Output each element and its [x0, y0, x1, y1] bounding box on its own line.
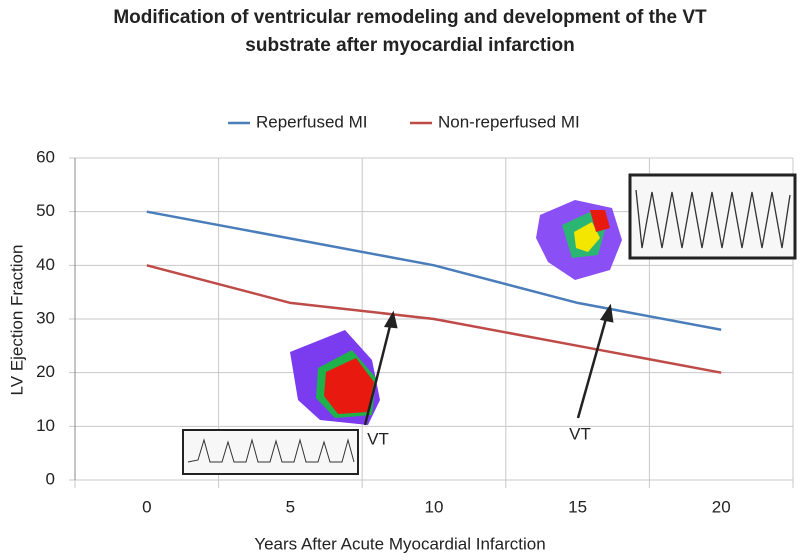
- series-line: [146, 264, 722, 374]
- arrows: [363, 303, 614, 426]
- heart-map-lower: [290, 330, 380, 425]
- y-tick-label: 10: [36, 416, 55, 435]
- y-tick-label: 50: [36, 201, 55, 220]
- y-tick-label: 20: [36, 362, 55, 381]
- series-line: [146, 210, 722, 331]
- legend-label: Reperfused MI: [256, 112, 368, 131]
- chart-subtitle: substrate after myocardial infarction: [245, 35, 574, 56]
- chart-title: Modification of ventricular remodeling a…: [113, 7, 707, 28]
- y-tick-label: 0: [46, 469, 55, 488]
- legend-label: Non-reperfused MI: [438, 112, 580, 131]
- x-tick-label: 5: [286, 497, 295, 516]
- x-tick-label: 0: [142, 497, 151, 516]
- annotation: VT: [367, 429, 389, 448]
- y-axis-label: LV Ejection Fraction: [7, 245, 26, 396]
- y-tick-label: 30: [36, 308, 55, 327]
- x-axis-label: Years After Acute Myocardial Infarction: [254, 534, 545, 553]
- x-tick-label: 15: [568, 497, 587, 516]
- ecg-strip-upper: [628, 173, 797, 260]
- x-tick-label: 10: [425, 497, 444, 516]
- annotation: VT: [569, 424, 591, 443]
- y-tick-label: 40: [36, 255, 55, 274]
- ecg-strip-lower: [182, 429, 359, 475]
- heart-map-upper: [536, 200, 622, 280]
- x-tick-label: 20: [712, 497, 731, 516]
- y-tick-label: 60: [36, 147, 55, 166]
